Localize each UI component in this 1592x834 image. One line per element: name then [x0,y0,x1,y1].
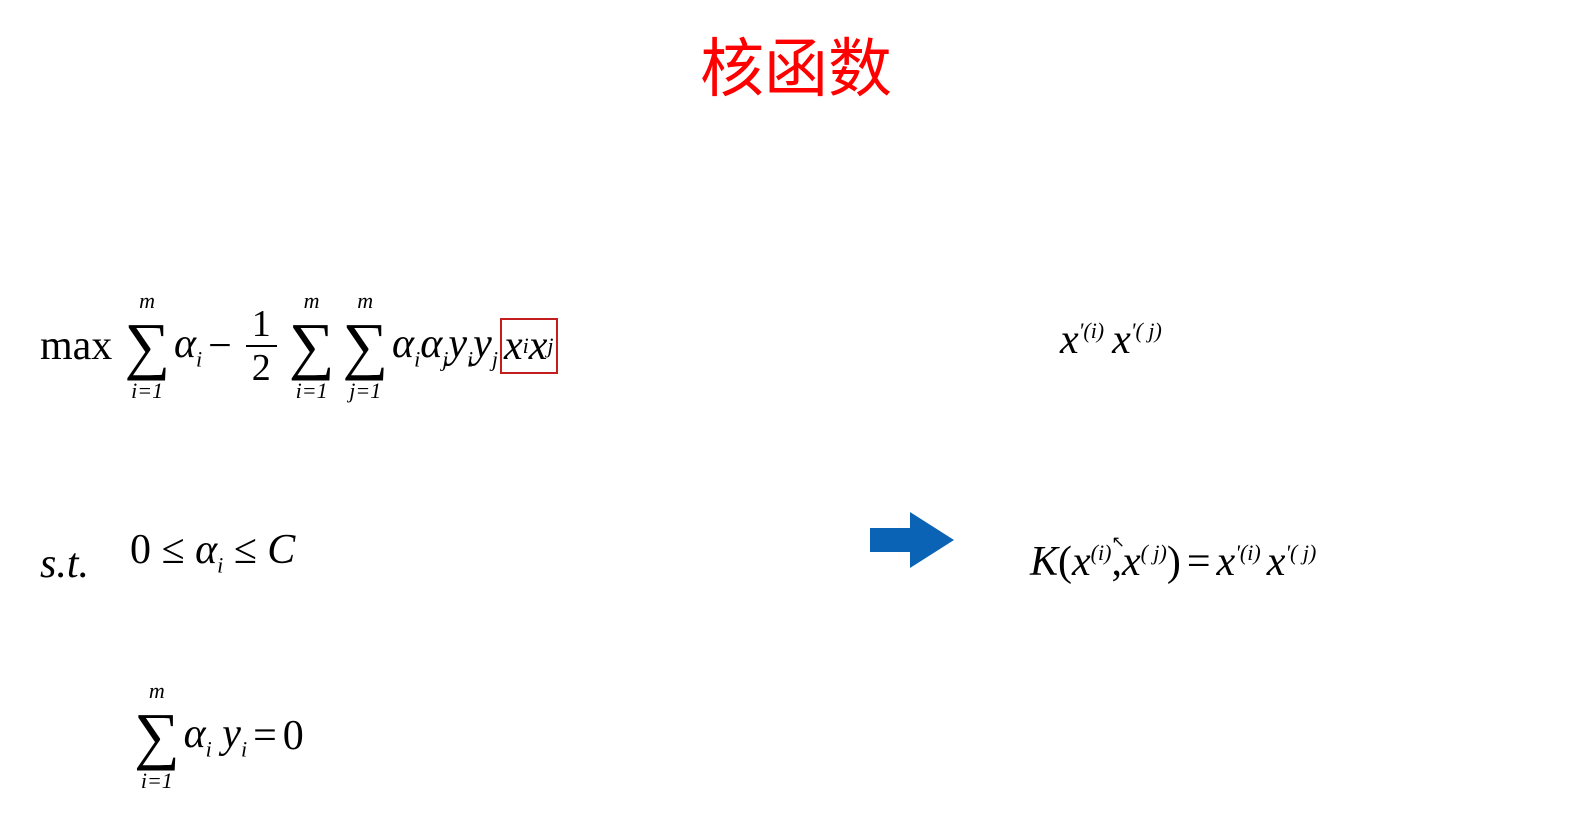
equation-constraint-2: m ∑ i=1 αi yi = 0 [130,680,304,792]
slide-title: 核函数 [0,18,1592,110]
sum-symbol-4: m ∑ i=1 [134,680,180,792]
sum-symbol-2: m ∑ i=1 [289,290,335,402]
minus-sign: − [208,322,232,370]
sum-symbol-3: m ∑ j=1 [342,290,388,402]
rhs-expression-top: x'(i) x'( j) [1060,316,1162,364]
alpha-i: αi [174,320,202,372]
equation-constraint-1: 0 ≤ αi ≤ C [130,526,295,578]
equation-objective: max m ∑ i=1 αi − 1 2 m ∑ i=1 m ∑ j=1 αiα… [40,290,558,402]
sum-symbol-1: m ∑ i=1 [124,290,170,402]
objective-prefix: max [40,322,112,370]
one-half: 1 2 [246,305,277,387]
rhs-expression-kernel: K ( x(i) ,↖ x( j) ) = x'(i) x'( j) [1030,538,1316,586]
arrow-icon [870,508,954,572]
subject-to-label: s.t. [40,540,89,588]
boxed-xi-xj: xixj [500,318,558,374]
alpha-alpha-y-y: αiαjyiyj [392,320,498,372]
